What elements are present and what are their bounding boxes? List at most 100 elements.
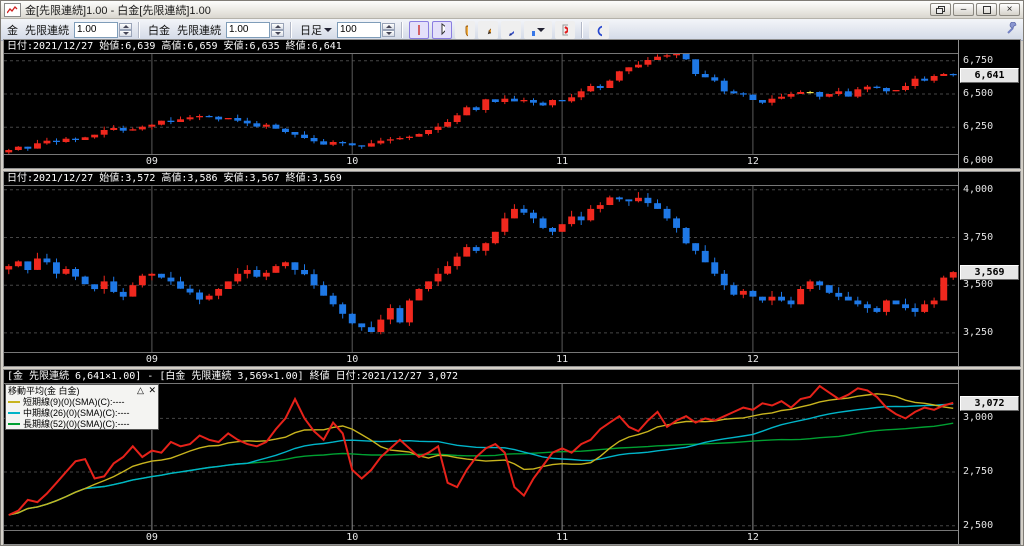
gold-price-axis: 6,750 6,500 6,250 6,000 6,641 xyxy=(958,40,1020,168)
bar-count-up-button[interactable] xyxy=(382,22,395,30)
spread-chart-panel: [金 先限連続 6,641×1.00] - [白金 先限連続 3,569×1.0… xyxy=(3,369,1021,545)
x-axis-label: 12 xyxy=(746,156,759,167)
x-axis-label: 09 xyxy=(145,354,158,365)
chevron-down-icon xyxy=(537,27,545,32)
gold-chart-panel: 日付:2021/12/27 始値:6,639 高値:6,659 安値:6,635… xyxy=(3,39,1021,169)
float-window-button[interactable] xyxy=(930,3,951,16)
chart-style-button[interactable] xyxy=(524,20,552,39)
x-axis-label: 12 xyxy=(746,532,759,543)
x-axis-label: 10 xyxy=(346,156,359,167)
y-axis-label: 6,250 xyxy=(963,121,994,133)
current-price-badge: 3,569 xyxy=(960,265,1019,281)
pen-draw-icon xyxy=(509,30,514,36)
pencil-draw-button[interactable] xyxy=(478,20,498,39)
pencil-draw-icon xyxy=(487,23,491,34)
chart-stack: 日付:2021/12/27 始値:6,639 高値:6,659 安値:6,635… xyxy=(3,39,1021,545)
toolbar-separator xyxy=(138,21,140,38)
select-arrow-button[interactable] xyxy=(432,20,452,39)
platinum-x-axis: 09 10 11 12 xyxy=(4,352,958,366)
legend-close-button[interactable]: ✕ xyxy=(148,385,156,395)
spread-plot-area[interactable] xyxy=(4,384,958,530)
y-axis-label: 3,000 xyxy=(963,412,994,424)
x-axis-label: 09 xyxy=(145,156,158,167)
y-axis-label: 6,500 xyxy=(963,88,994,99)
legend-item-short-ma: 短期線(9)(0)(SMA)(C):---- xyxy=(6,396,158,407)
y-axis-label: 3,750 xyxy=(963,231,994,243)
y-axis-label: 3,500 xyxy=(963,279,994,291)
toolbar-separator xyxy=(290,21,292,38)
platinum-symbol-label: 白金 xyxy=(148,24,170,37)
chart-cursor-icon xyxy=(418,24,420,35)
window-title: 金[先限連続]1.00 - 白金[先限連続]1.00 xyxy=(25,4,211,17)
platinum-factor-down-button[interactable] xyxy=(271,29,284,37)
y-axis-label: 6,750 xyxy=(963,54,994,66)
toolbar: 金 先限連続 白金 先限連続 日足 xyxy=(1,19,1023,41)
legend-item-long-ma: 長期線(52)(0)(SMA)(C):---- xyxy=(6,418,158,429)
legend-item-label: 長期線(52)(0)(SMA)(C):---- xyxy=(23,419,130,429)
bar-count-down-button[interactable] xyxy=(382,29,395,37)
y-axis-label: 3,250 xyxy=(963,326,994,338)
platinum-price-axis: 4,000 3,750 3,500 3,250 3,569 xyxy=(958,172,1020,366)
x-axis-label: 12 xyxy=(746,354,759,365)
gold-contract-label: 先限連続 xyxy=(25,24,69,37)
pen-draw-button[interactable] xyxy=(501,20,521,39)
platinum-chart-panel: 日付:2021/12/27 始値:3,572 高値:3,586 安値:3,567… xyxy=(3,171,1021,367)
x-axis-label: 11 xyxy=(556,354,569,365)
platinum-daily-canvas[interactable] xyxy=(4,186,958,352)
y-axis-label: 2,500 xyxy=(963,519,994,531)
period-dropdown[interactable]: 日足 xyxy=(298,22,334,38)
legend-collapse-button[interactable]: △ xyxy=(137,385,144,395)
spread-readout: [金 先限連続 6,641×1.00] - [白金 先限連続 3,569×1.0… xyxy=(4,370,958,384)
x-axis-label: 11 xyxy=(556,532,569,543)
x-axis-label: 10 xyxy=(346,354,359,365)
toolbar-separator xyxy=(401,21,403,38)
current-price-badge: 3,072 xyxy=(960,395,1019,411)
maximize-button[interactable] xyxy=(976,3,997,16)
hand-pan-button[interactable] xyxy=(455,20,475,39)
x-axis-label: 09 xyxy=(145,532,158,543)
platinum-factor-input[interactable] xyxy=(226,21,270,38)
legend-item-mid-ma: 中期線(26)(0)(SMA)(C):---- xyxy=(6,407,158,418)
bar-count-input[interactable] xyxy=(337,21,381,38)
gold-factor-input[interactable] xyxy=(74,21,118,38)
chevron-down-icon xyxy=(324,27,332,32)
minimize-button[interactable]: – xyxy=(953,3,974,16)
platinum-plot-area[interactable] xyxy=(4,186,958,352)
chart-cursor-button[interactable] xyxy=(409,20,429,39)
platinum-contract-label: 先限連続 xyxy=(177,24,221,37)
refresh-button[interactable] xyxy=(589,20,609,39)
app-chart-icon xyxy=(4,2,21,17)
close-button[interactable]: × xyxy=(999,3,1020,16)
title-bar: 金[先限連続]1.00 - 白金[先限連続]1.00 – × xyxy=(1,1,1023,19)
gold-factor-up-button[interactable] xyxy=(119,22,132,30)
x-axis-label: 11 xyxy=(556,156,569,167)
legend-item-label: 中期線(26)(0)(SMA)(C):---- xyxy=(23,408,130,418)
refresh-icon xyxy=(597,25,602,36)
delete-study-button[interactable] xyxy=(555,20,575,39)
gold-x-axis: 09 10 11 12 xyxy=(4,154,958,168)
select-arrow-icon xyxy=(441,23,445,36)
hand-pan-icon xyxy=(465,24,468,36)
gold-plot-area[interactable] xyxy=(4,54,958,154)
gold-daily-canvas[interactable] xyxy=(4,54,958,154)
bar-count-spinner xyxy=(337,21,395,38)
gold-factor-down-button[interactable] xyxy=(119,29,132,37)
platinum-ohlc-readout: 日付:2021/12/27 始値:3,572 高値:3,586 安値:3,567… xyxy=(4,172,958,186)
chart-style-icon xyxy=(532,30,535,36)
legend-title: 移動平均(金 白金) xyxy=(8,386,80,396)
current-price-badge: 6,641 xyxy=(960,68,1019,84)
platinum-factor-up-button[interactable] xyxy=(271,22,284,30)
y-axis-label: 6,000 xyxy=(963,154,994,166)
spread-price-axis: 3,000 2,750 2,500 3,072 xyxy=(958,370,1020,544)
legend-item-label: 短期線(9)(0)(SMA)(C):---- xyxy=(23,397,125,407)
gold-symbol-label: 金 xyxy=(7,24,18,37)
y-axis-label: 4,000 xyxy=(963,183,994,195)
y-axis-label: 2,750 xyxy=(963,466,994,478)
settings-wrench-icon[interactable] xyxy=(1006,21,1019,38)
delete-study-icon xyxy=(562,24,568,35)
mid-ma-line-swatch xyxy=(8,411,20,414)
short-ma-line-swatch xyxy=(8,400,20,403)
gold-platinum-spread-canvas[interactable] xyxy=(4,384,958,530)
gold-factor-spinner xyxy=(74,21,132,38)
